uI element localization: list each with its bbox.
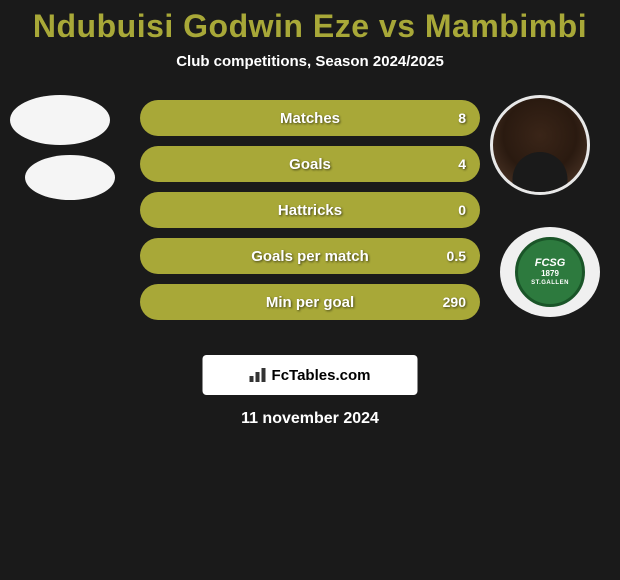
stat-bar: Matches 8 [140,100,480,136]
stat-value-right: 290 [443,294,466,310]
club-badge-abbrev: FCSG [535,258,566,269]
bar-chart-icon [250,368,268,382]
stat-label: Goals [289,156,331,173]
stat-label: Goals per match [251,248,369,265]
stat-label: Hattricks [278,202,342,219]
stat-label: Matches [280,110,340,127]
stat-bar: Hattricks 0 [140,192,480,228]
brand-box: FcTables.com [203,355,418,395]
season-subtitle: Club competitions, Season 2024/2025 [0,53,620,70]
club-right-badge-container: FCSG 1879 ST.GALLEN [500,227,600,317]
stat-bars: Matches 8 Goals 4 Hattricks 0 Goals per … [140,100,480,330]
stat-value-right: 0.5 [447,248,466,264]
infographic-container: Ndubuisi Godwin Eze vs Mambimbi Club com… [0,0,620,350]
stat-value-right: 0 [458,202,466,218]
player-right-avatar [490,95,590,195]
club-badge-year: 1879 [541,270,559,278]
player-left-avatar-placeholder [10,95,110,145]
stat-bar: Goals 4 [140,146,480,182]
club-badge-city: ST.GALLEN [531,280,569,286]
stat-label: Min per goal [266,294,354,311]
stats-area: FCSG 1879 ST.GALLEN Matches 8 Goals 4 Ha… [0,100,620,350]
stat-value-right: 8 [458,110,466,126]
club-left-badge-placeholder [25,155,115,200]
stat-bar: Goals per match 0.5 [140,238,480,274]
comparison-title: Ndubuisi Godwin Eze vs Mambimbi [0,8,620,45]
stat-bar: Min per goal 290 [140,284,480,320]
club-right-badge: FCSG 1879 ST.GALLEN [515,237,585,307]
infographic-date: 11 november 2024 [241,410,379,428]
stat-value-right: 4 [458,156,466,172]
brand-text: FcTables.com [272,367,371,384]
